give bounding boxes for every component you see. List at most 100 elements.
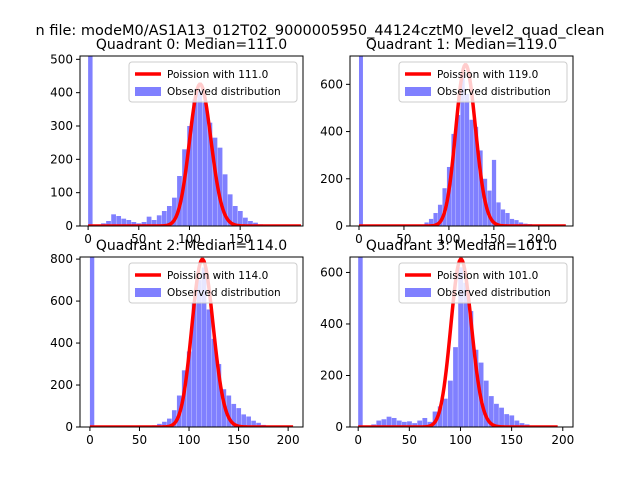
histogram-bar — [381, 419, 387, 427]
histogram-bar — [216, 364, 222, 427]
quadrant-1-chart: Quadrant 1: Median=119.0 0 50 100 150 200 0 200… — [320, 37, 574, 246]
histogram-bar — [514, 420, 520, 427]
histogram-bar — [106, 221, 111, 226]
legend-box — [398, 262, 568, 304]
histogram-bar — [126, 220, 132, 226]
quadrant-2-plot-area — [89, 257, 294, 427]
histogram-bar — [227, 194, 233, 226]
histogram-bar — [222, 174, 228, 226]
histogram-bar — [358, 257, 363, 427]
histogram-bar — [451, 133, 456, 226]
x-tick-label: 150 — [482, 232, 505, 246]
histogram-bar — [237, 211, 243, 226]
histogram-bar — [161, 211, 167, 226]
quadrant-2-title: Quadrant 2: Median=114.0 — [96, 238, 287, 254]
panels: Quadrant 0: Median=111.0 0 50 100 150 0 100 200… — [50, 37, 574, 447]
y-tick-label: 300 — [50, 119, 73, 133]
y-tick-label: 100 — [50, 186, 73, 200]
histogram-bar — [468, 311, 474, 427]
histogram-bar — [251, 420, 256, 427]
axes-frame — [349, 256, 574, 428]
y-tick-label: 200 — [50, 378, 73, 392]
x-tick-label: 150 — [500, 433, 523, 447]
x-tick-label: 200 — [527, 232, 550, 246]
x-tick-label: 200 — [551, 433, 574, 447]
legend-label-poisson: Poission with 119.0 — [437, 69, 538, 81]
histogram-bar — [201, 267, 207, 427]
legend-label-poisson: Poission with 101.0 — [437, 270, 538, 282]
x-tick-label: 50 — [132, 433, 147, 447]
histogram-bar — [496, 202, 501, 226]
histogram-bar — [111, 214, 116, 226]
legend: Poission with 111.0 Observed distribution — [128, 61, 298, 103]
x-tick-label: 0 — [84, 232, 92, 246]
histogram-bar — [473, 126, 479, 226]
legend-label-observed: Observed distribution — [167, 86, 281, 98]
histogram-bar — [455, 115, 461, 226]
histogram-bar — [141, 222, 147, 226]
histogram-bar — [396, 420, 402, 427]
histogram-bar — [478, 150, 483, 226]
histogram-bar — [192, 99, 198, 226]
histogram-bar — [131, 222, 137, 226]
histogram-bar — [89, 257, 95, 427]
histogram-bar — [256, 422, 261, 427]
histogram-bar — [211, 338, 217, 427]
x-tick-label: 100 — [449, 433, 472, 447]
histogram-bar — [151, 220, 157, 226]
histogram-bar — [241, 414, 247, 427]
legend-box — [128, 61, 298, 103]
x-tick-label: 0 — [355, 232, 363, 246]
histogram-bar — [146, 216, 152, 226]
histogram-bar — [156, 215, 162, 226]
quadrant-2-chart: Quadrant 2: Median=114.0 0 50 100 150 200 0 200… — [50, 238, 304, 447]
histogram-bar — [196, 280, 202, 427]
legend-label-observed: Observed distribution — [167, 287, 281, 299]
histogram-bar — [376, 420, 382, 427]
histogram-bar — [386, 416, 392, 427]
figure-suptitle: n file: modeM0/AS1A13_012T02_9000005950_… — [36, 23, 605, 39]
legend: Poission with 114.0 Observed distribution — [128, 262, 298, 304]
histogram-bar — [407, 421, 412, 427]
axes-frame — [349, 55, 574, 227]
legend-label-poisson: Poission with 111.0 — [167, 69, 268, 81]
y-tick-label: 400 — [320, 125, 343, 139]
histogram-bar — [88, 56, 93, 226]
histogram-bar — [469, 119, 474, 226]
histogram-bar — [226, 395, 232, 427]
y-tick-label: 600 — [320, 265, 343, 279]
histogram-bar — [473, 349, 479, 427]
histogram-bar — [422, 417, 428, 427]
x-tick-label: 50 — [402, 433, 417, 447]
axes-frame — [79, 256, 304, 428]
histogram-bar — [464, 93, 470, 226]
histogram-bar — [391, 417, 397, 427]
histogram-bar — [499, 407, 504, 427]
y-tick-label: 200 — [50, 152, 73, 166]
histogram-bar — [437, 406, 443, 427]
quadrant-3-chart: Quadrant 3: Median=101.0 0 50 100 150 200 0 200… — [320, 238, 574, 447]
histogram-bar — [504, 414, 510, 427]
histogram-bar — [121, 218, 127, 226]
x-tick-label: 100 — [178, 433, 201, 447]
y-tick-label: 0 — [65, 420, 73, 434]
legend-box — [398, 61, 568, 103]
histogram-bar — [509, 218, 515, 226]
x-tick-label: 0 — [354, 433, 362, 447]
x-tick-label: 150 — [229, 232, 252, 246]
histogram-bar — [487, 190, 492, 226]
histogram-bar — [206, 309, 212, 427]
y-tick-label: 0 — [335, 219, 343, 233]
histogram-bar — [412, 423, 417, 427]
histogram-bar — [116, 216, 122, 226]
x-tick-label: 200 — [277, 433, 300, 447]
y-tick-label: 400 — [50, 86, 73, 100]
x-tick-label: 100 — [178, 232, 201, 246]
histogram-bar — [494, 403, 499, 427]
histogram-bar — [437, 204, 443, 226]
y-tick-label: 0 — [65, 219, 73, 233]
legend-label-poisson: Poission with 114.0 — [167, 270, 268, 282]
histogram-bar — [166, 206, 172, 226]
legend-patch-swatch — [135, 87, 161, 96]
axes-frame — [79, 55, 304, 227]
